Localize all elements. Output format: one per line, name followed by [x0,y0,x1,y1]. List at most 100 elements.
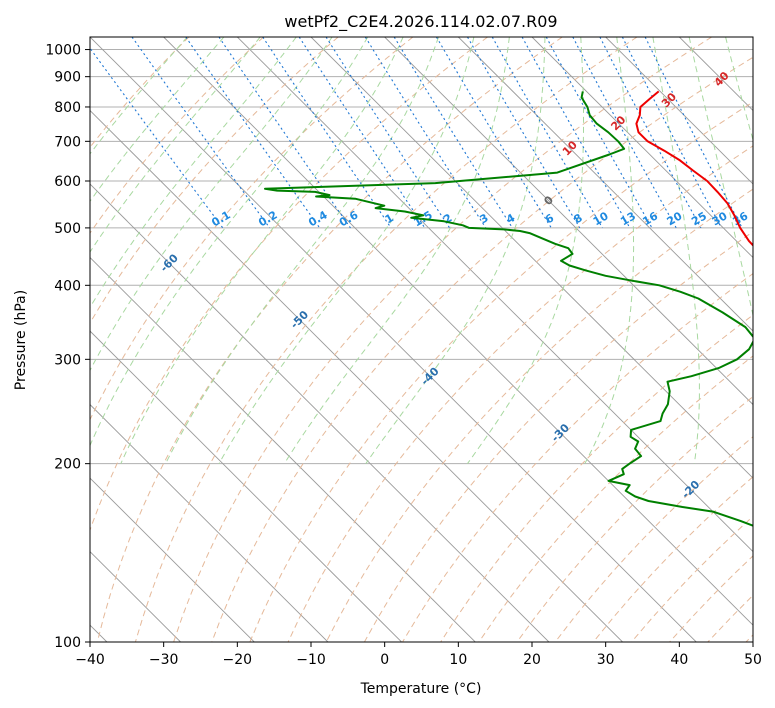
isotherm-line [531,37,753,259]
y-axis: 100 200 300 400 500 600 700 800 900 1000 [45,43,90,651]
dry-adiabat-line [554,436,753,642]
isotherm-line [605,37,753,185]
mixing-ratio-line [364,37,487,229]
x-tick-label: 20 [523,652,541,668]
dry-adiabat-line [516,395,753,642]
mixing-ratio-line [90,47,224,229]
x-axis: −40 −30 −20 −10 0 10 20 30 40 50 [75,642,762,668]
isotherm-line [90,256,476,642]
background-reference-lines [90,37,753,642]
moist-adiabat-line [688,37,753,318]
dry-adiabat-line [325,188,753,642]
moist-adiabat-line [725,37,753,142]
moist-adiabat-line [466,37,585,464]
y-tick-label: 500 [54,221,81,237]
mixing-ratio-line [393,37,513,229]
mixing-ratio-line [644,37,743,229]
mixing-ratio-label: 2 [441,211,454,226]
isotherm-label: -80 [0,226,9,249]
mixing-ratio-label: 0.1 [209,208,232,229]
moist-adiabat-line [90,37,297,309]
mixing-ratio-label: 0.6 [337,208,361,229]
chart-title: wetPf2_C2E4.2026.114.02.07.R09 [284,12,557,32]
isotherm-line [90,109,623,642]
dry-adiabat-line [211,56,753,642]
mixing-ratio-label: 6 [543,211,556,226]
moist-adiabat-line [584,37,635,464]
mixing-ratio-label: 30 [710,209,730,228]
dry-adiabat-line [745,634,753,642]
isotherm-line [90,477,255,642]
mixing-ratio-line [621,37,722,229]
moist-adiabat-line [90,37,261,253]
moist-adiabat-line [283,37,510,464]
mixing-ratio-label: 1 [383,211,396,226]
isotherm-line [90,37,697,642]
mixing-ratio-label: 0.4 [306,208,330,229]
isotherm-line [458,37,753,332]
dry-adiabat-line [134,37,638,642]
mixing-ratio-label: 4 [504,211,517,226]
isoline-labels: 0.10.20.40.611.52346810131620253036-100-… [0,69,751,501]
isotherm-line [90,330,402,642]
mixing-ratio-line [521,37,631,229]
y-tick-label: 600 [54,174,81,190]
x-tick-label: −40 [75,652,105,668]
x-tick-label: 50 [744,652,762,668]
mixing-ratio-label: 20 [665,209,685,228]
plot-frame [89,36,754,643]
mixing-ratio-label: 3 [478,211,491,226]
mixing-ratio-line [599,37,702,229]
mixing-ratio-line [435,37,552,229]
moist-adiabat-line [90,37,369,447]
mixing-ratio-line [545,37,653,229]
x-tick-label: −30 [149,652,179,668]
y-tick-label: 400 [54,278,81,294]
mixing-ratio-label: 8 [572,211,585,226]
mixing-ratio-line [131,37,271,229]
sounding-profiles [264,90,753,527]
mixing-ratio-line [325,37,451,229]
mixing-ratio-line [218,37,351,229]
isotherm-line [90,403,329,642]
isotherm-line [679,37,753,112]
x-tick-label: 40 [670,652,688,668]
isotherm-line [163,37,753,626]
y-tick-label: 100 [54,635,81,651]
moist-adiabat-line [90,37,225,203]
dry-adiabat-line [96,37,563,642]
isotherm-line [237,37,753,553]
temperature-profile-line [635,90,753,247]
mixing-ratio-line [467,37,581,229]
y-tick-label: 800 [54,100,81,116]
moist-adiabat-line [120,37,404,464]
dry-adiabat-line [707,594,753,642]
mixing-ratio-line [185,37,321,229]
moist-adiabat-line [365,37,546,464]
dry-adiabat-line [669,555,753,642]
x-tick-label: −20 [223,652,253,668]
isotherm-line [752,37,753,38]
mixing-ratio-label: 25 [689,209,709,228]
y-tick-label: 700 [54,134,81,150]
mixing-ratio-line [298,37,426,229]
moist-adiabat-line [165,37,439,464]
mixing-ratio-line [262,37,392,229]
x-tick-label: 0 [380,652,389,668]
x-tick-label: 30 [597,652,615,668]
x-axis-label: Temperature (°C) [360,681,482,697]
isotherm-line [90,183,550,642]
y-tick-label: 1000 [45,43,81,59]
isotherm-line [310,37,753,479]
x-tick-label: −10 [296,652,326,668]
y-tick-label: 900 [54,70,81,86]
dry-adiabat-line [287,145,753,642]
dry-adiabat-line [90,37,488,532]
mixing-ratio-line [572,37,677,229]
y-tick-label: 200 [54,457,81,473]
mixing-ratio-line [491,37,603,229]
moist-adiabat-line [218,37,475,464]
isotherm-line [384,37,753,406]
dry-adiabat-line [90,37,339,324]
